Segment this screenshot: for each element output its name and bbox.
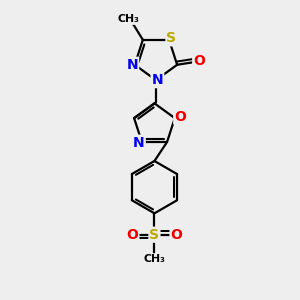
Text: O: O: [127, 228, 138, 242]
Text: O: O: [193, 54, 205, 68]
Text: S: S: [167, 31, 176, 45]
Text: O: O: [170, 228, 182, 242]
Text: N: N: [152, 73, 163, 87]
Text: CH₃: CH₃: [143, 254, 165, 264]
Text: CH₃: CH₃: [117, 14, 139, 24]
Text: N: N: [133, 136, 145, 150]
Text: O: O: [174, 110, 186, 124]
Text: N: N: [127, 58, 138, 72]
Text: S: S: [149, 228, 160, 242]
